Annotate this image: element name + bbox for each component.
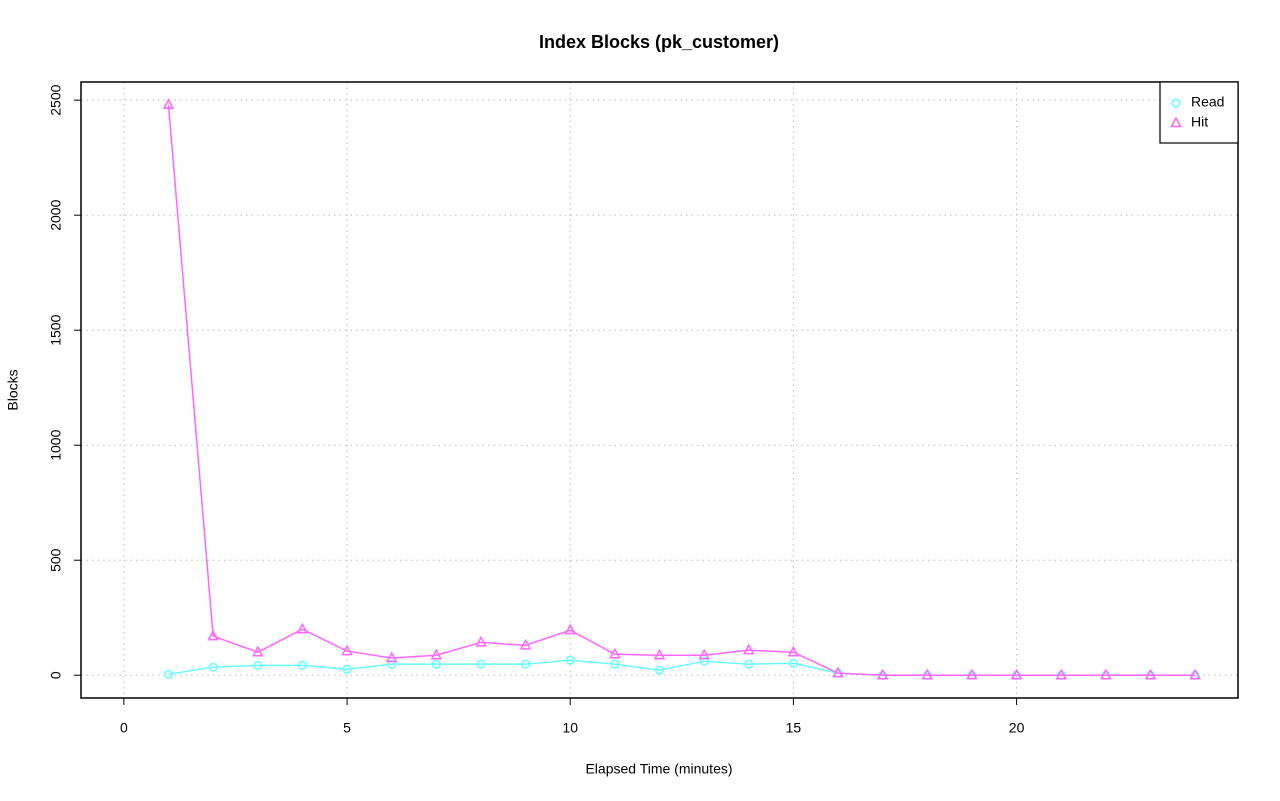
point: [519, 638, 532, 650]
point: [521, 659, 531, 669]
point: [297, 660, 307, 670]
point: [431, 659, 441, 669]
plot-frame: [80, 81, 1239, 699]
series-line: [167, 104, 1196, 676]
point: [476, 659, 486, 669]
legend-label: Hit: [1191, 114, 1208, 130]
point: [1010, 668, 1023, 680]
point: [208, 662, 218, 672]
x-tick-label: 0: [120, 720, 128, 736]
point: [698, 648, 710, 660]
point: [341, 644, 353, 656]
point: [609, 647, 621, 659]
legend-marker: [1170, 116, 1182, 128]
point: [163, 669, 174, 679]
x-tick-label: 10: [562, 720, 578, 736]
point: [252, 645, 264, 657]
x-tick-label: 5: [343, 720, 351, 736]
point: [788, 658, 798, 668]
point: [966, 668, 978, 680]
y-tick-label: 1000: [48, 429, 64, 460]
legend-label: Read: [1191, 94, 1224, 110]
y-axis-label: Blocks: [5, 369, 21, 410]
point: [475, 635, 487, 647]
point: [744, 659, 754, 669]
legend-marker: [1171, 98, 1181, 108]
legend-box: [1159, 81, 1239, 144]
point: [430, 648, 443, 660]
point: [387, 659, 397, 669]
point: [162, 98, 175, 110]
point: [342, 664, 352, 674]
point: [1100, 668, 1112, 680]
point: [653, 648, 666, 660]
y-tick-label: 0: [48, 671, 64, 679]
y-tick-label: 500: [48, 548, 64, 572]
point: [564, 623, 576, 635]
y-tick-label: 1500: [48, 314, 64, 345]
x-tick-label: 20: [1009, 720, 1025, 736]
x-tick-label: 15: [786, 720, 802, 736]
x-axis-label: Elapsed Time (minutes): [585, 761, 732, 777]
point: [921, 668, 934, 680]
point: [1144, 668, 1157, 680]
point: [787, 645, 800, 657]
point: [610, 659, 620, 669]
point: [385, 651, 398, 663]
point: [876, 668, 889, 680]
point: [743, 643, 755, 655]
point: [699, 656, 709, 666]
y-tick-label: 2500: [48, 84, 64, 115]
point: [832, 666, 844, 678]
point: [565, 655, 575, 665]
point: [1189, 668, 1201, 680]
point: [1055, 668, 1067, 680]
point: [296, 622, 309, 634]
chart-title: Index Blocks (pk_customer): [539, 32, 779, 52]
point: [207, 629, 219, 641]
point: [253, 660, 263, 670]
point: [654, 665, 665, 675]
y-tick-label: 2000: [48, 199, 64, 230]
